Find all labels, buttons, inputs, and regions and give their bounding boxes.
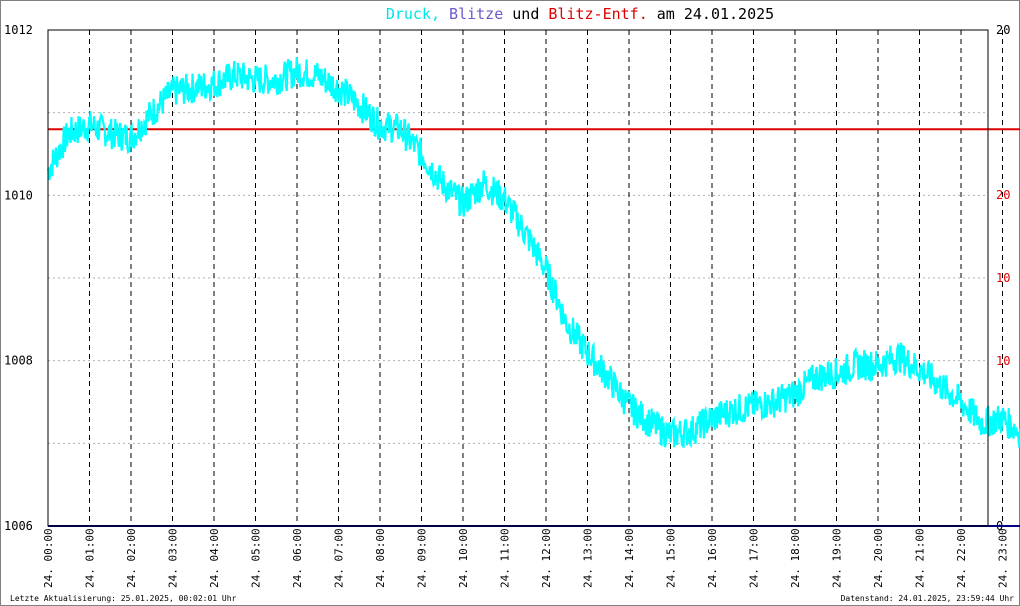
y-left-tick-label: 1012 xyxy=(4,23,33,37)
x-tick-label: 24. 19:00 xyxy=(831,528,844,588)
y-left-tick-label: 1008 xyxy=(4,354,33,368)
x-tick-label: 24. 06:00 xyxy=(291,528,304,588)
x-tick-label: 24. 16:00 xyxy=(706,528,719,588)
x-tick-label: 24. 09:00 xyxy=(416,528,429,588)
x-tick-label: 24. 11:00 xyxy=(499,528,512,588)
x-tick-label: 24. 05:00 xyxy=(250,528,263,588)
chart-title: Druck, Blitze und Blitz-Entf. am 24.01.2… xyxy=(386,5,774,23)
x-tick-label: 24. 03:00 xyxy=(167,528,180,588)
x-tick-label: 24. 17:00 xyxy=(748,528,761,588)
footer-last-update: Letzte Aktualisierung: 25.01.2025, 00:02… xyxy=(10,594,237,603)
x-tick-label: 24. 01:00 xyxy=(84,528,97,588)
x-tick-label: 24. 18:00 xyxy=(789,528,802,588)
y-left-tick-label: 1010 xyxy=(4,188,33,202)
x-tick-label: 24. 21:00 xyxy=(914,528,927,588)
x-tick-label: 24. 04:00 xyxy=(208,528,221,588)
grid xyxy=(48,30,1003,526)
y-right-tick-label: 20 xyxy=(996,23,1010,37)
series-layer xyxy=(46,57,1020,527)
x-tick-label: 24. 07:00 xyxy=(333,528,346,588)
plot-area xyxy=(47,29,989,527)
x-tick-label: 24. 22:00 xyxy=(955,528,968,588)
title-part-2: und xyxy=(503,5,539,23)
x-tick-label: 24. 08:00 xyxy=(374,528,387,588)
x-tick-label: 24. 02:00 xyxy=(125,528,138,588)
x-tick-label: 24. 13:00 xyxy=(582,528,595,588)
x-tick-label: 24. 14:00 xyxy=(623,528,636,588)
title-part-0: Druck, xyxy=(386,5,440,23)
x-tick-label: 24. 15:00 xyxy=(665,528,678,588)
x-axis-ticks: 24. 00:00 24. 01:00 24. 02:00 24. 03:00 24. … xyxy=(42,528,1010,588)
pressure-series-line xyxy=(46,57,1020,449)
y-right-tick-label: 10 xyxy=(996,271,1010,285)
y-right-tick-label: 10 xyxy=(996,354,1010,368)
footer-data-status: Datenstand: 24.01.2025, 23:59:44 Uhr xyxy=(840,594,1014,603)
title-part-3: Blitz-Entf. xyxy=(539,5,647,23)
title-part-4: am 24.01.2025 xyxy=(648,5,774,23)
x-tick-label: 24. 12:00 xyxy=(540,528,553,588)
x-tick-label: 24. 20:00 xyxy=(872,528,885,588)
title-part-1: Blitze xyxy=(440,5,503,23)
x-tick-label: 24. 10:00 xyxy=(457,528,470,588)
y-right-tick-label: 20 xyxy=(996,188,1010,202)
x-tick-label: 24. 23:00 xyxy=(997,528,1010,588)
x-tick-label: 24. 00:00 xyxy=(42,528,55,588)
y-left-tick-label: 1006 xyxy=(4,519,33,533)
